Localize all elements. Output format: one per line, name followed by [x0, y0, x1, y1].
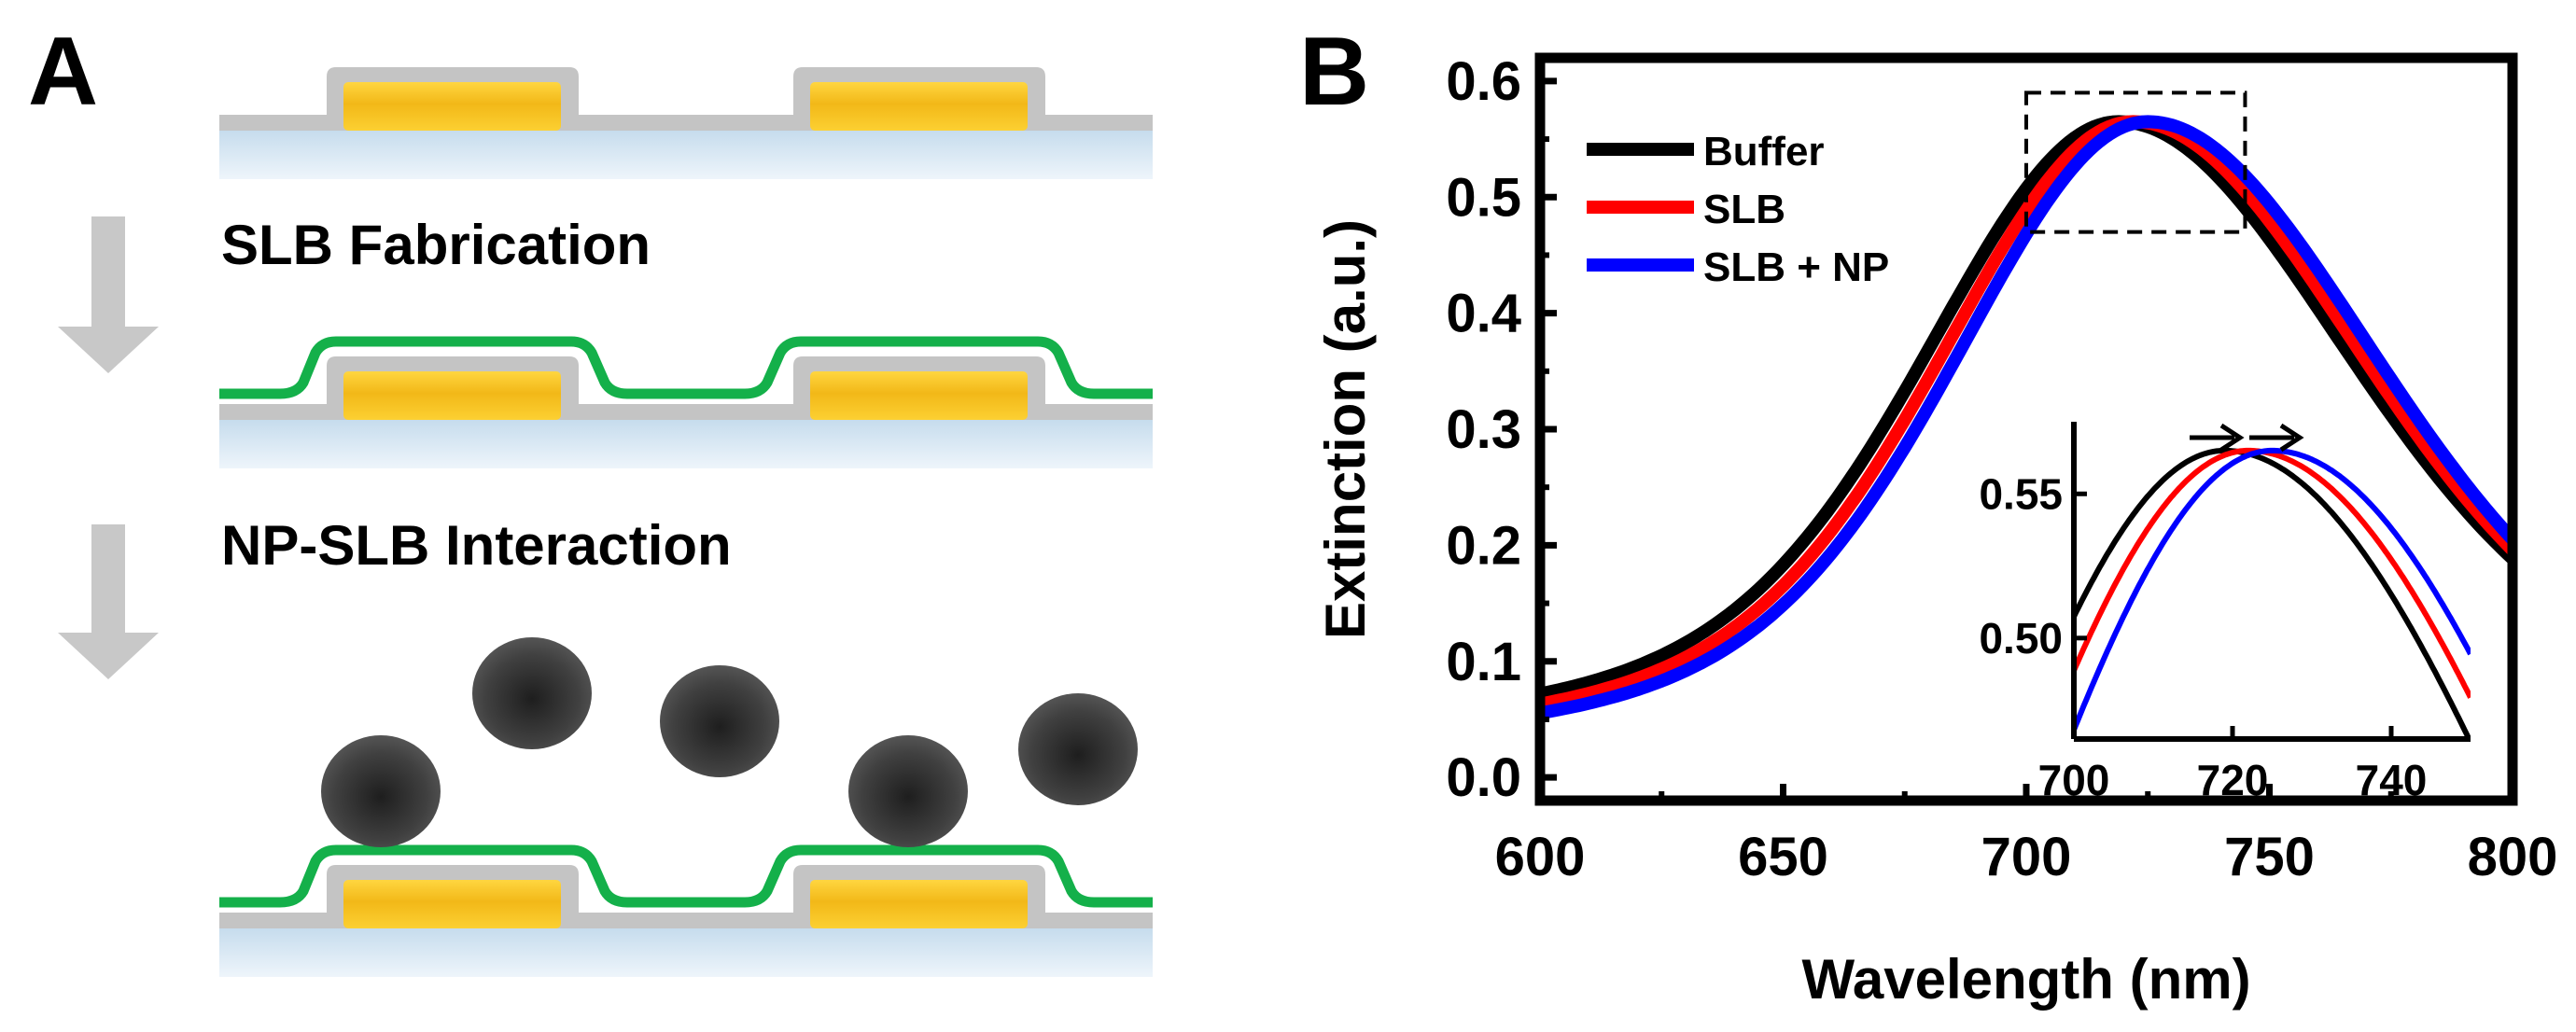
legend: Buffer SLB SLB + NP [1587, 129, 1889, 290]
y-tick-label: 0.0 [1446, 747, 1521, 808]
inset-x-ticks: 700 720 740 [2038, 726, 2428, 804]
inset-series-line-slb-np [2074, 447, 2471, 732]
substrate-stack-2 [219, 336, 1153, 468]
legend-entry: SLB [1703, 187, 1785, 232]
right-arrow-icon-head [2219, 423, 2245, 453]
gold-nanodisk [810, 371, 1028, 420]
inset-y-tick-label: 0.50 [1979, 614, 2063, 662]
x-axis-label: Wavelength (nm) [1801, 948, 2250, 1011]
shift-arrows [2190, 423, 2304, 453]
x-tick-label: 650 [1738, 827, 1828, 887]
gold-nanodisk [343, 371, 561, 420]
inset-x-tick-label: 700 [2038, 756, 2110, 804]
nanoparticle [1018, 693, 1138, 805]
down-arrow-icon [58, 216, 159, 373]
gold-nanodisk [343, 880, 561, 928]
inset-series-line-slb [2074, 447, 2471, 699]
x-tick-label: 700 [1981, 827, 2072, 887]
y-tick-label: 0.5 [1446, 167, 1521, 228]
y-tick-label: 0.6 [1446, 51, 1521, 112]
x-tick-label: 600 [1495, 827, 1586, 887]
inset-x-tick-label: 740 [2356, 756, 2428, 804]
step-label-np-slb-interaction: NP-SLB Interaction [221, 514, 732, 577]
down-arrow-icon [58, 524, 159, 679]
x-tick-label: 800 [2468, 827, 2558, 887]
zoom-region-box [2024, 91, 2247, 234]
x-tick-label: 750 [2224, 827, 2315, 887]
lipid-bilayer [219, 336, 1153, 399]
substrate-stack-1 [219, 67, 1153, 179]
nanoparticles [321, 637, 1138, 847]
inset-plot: 700 720 740 0.50 0.55 [1979, 422, 2471, 804]
inset-y-ticks: 0.50 0.55 [1979, 469, 2087, 662]
lipid-bilayer [219, 844, 1153, 908]
y-tick-label: 0.2 [1446, 515, 1521, 576]
main-plot: 600 650 700 750 800 0.0 0.1 0.2 0.3 0.4 0.5 0.6 Wa… [1314, 51, 2557, 1011]
nanoparticle [321, 735, 441, 847]
y-tick-label: 0.3 [1446, 399, 1521, 460]
gold-nanodisk [343, 82, 561, 131]
y-tick-label: 0.1 [1446, 632, 1521, 692]
x-axis-ticks: 600 650 700 750 800 [1495, 784, 2558, 887]
panel-a: A SLB Fabrication NP-SLB Interaction [28, 18, 1153, 977]
panel-b-label: B [1299, 18, 1369, 126]
step-label-slb-fabrication: SLB Fabrication [221, 214, 651, 276]
y-axis-label: Extinction (a.u.) [1314, 219, 1377, 639]
series-line-slb-np [1540, 115, 2513, 720]
y-axis-ticks: 0.0 0.1 0.2 0.3 0.4 0.5 0.6 [1446, 51, 1557, 808]
gold-nanodisk [810, 880, 1028, 928]
y-tick-label: 0.4 [1446, 284, 1521, 344]
glass-substrate [219, 420, 1153, 468]
nanoparticle [472, 637, 592, 749]
gold-nanodisk [810, 82, 1028, 131]
inset-curves [2074, 447, 2471, 739]
series-line-slb [1540, 115, 2513, 711]
inset-series-line-buffer [2074, 447, 2471, 739]
legend-entry: Buffer [1703, 129, 1825, 174]
nanoparticle [660, 665, 779, 777]
inset-x-tick-label: 720 [2197, 756, 2269, 804]
nanoparticle [848, 735, 968, 847]
glass-substrate [219, 131, 1153, 179]
inset-y-tick-label: 0.55 [1979, 469, 2063, 518]
panel-b: B 600 650 700 750 800 0.0 0.1 0.2 0.3 0.4 0.5 0.6 … [1299, 18, 2557, 1011]
right-arrow-icon-head [2279, 423, 2304, 453]
panel-a-label: A [28, 18, 98, 126]
glass-substrate [219, 928, 1153, 977]
substrate-stack-3 [219, 844, 1153, 977]
legend-entry: SLB + NP [1703, 244, 1889, 290]
